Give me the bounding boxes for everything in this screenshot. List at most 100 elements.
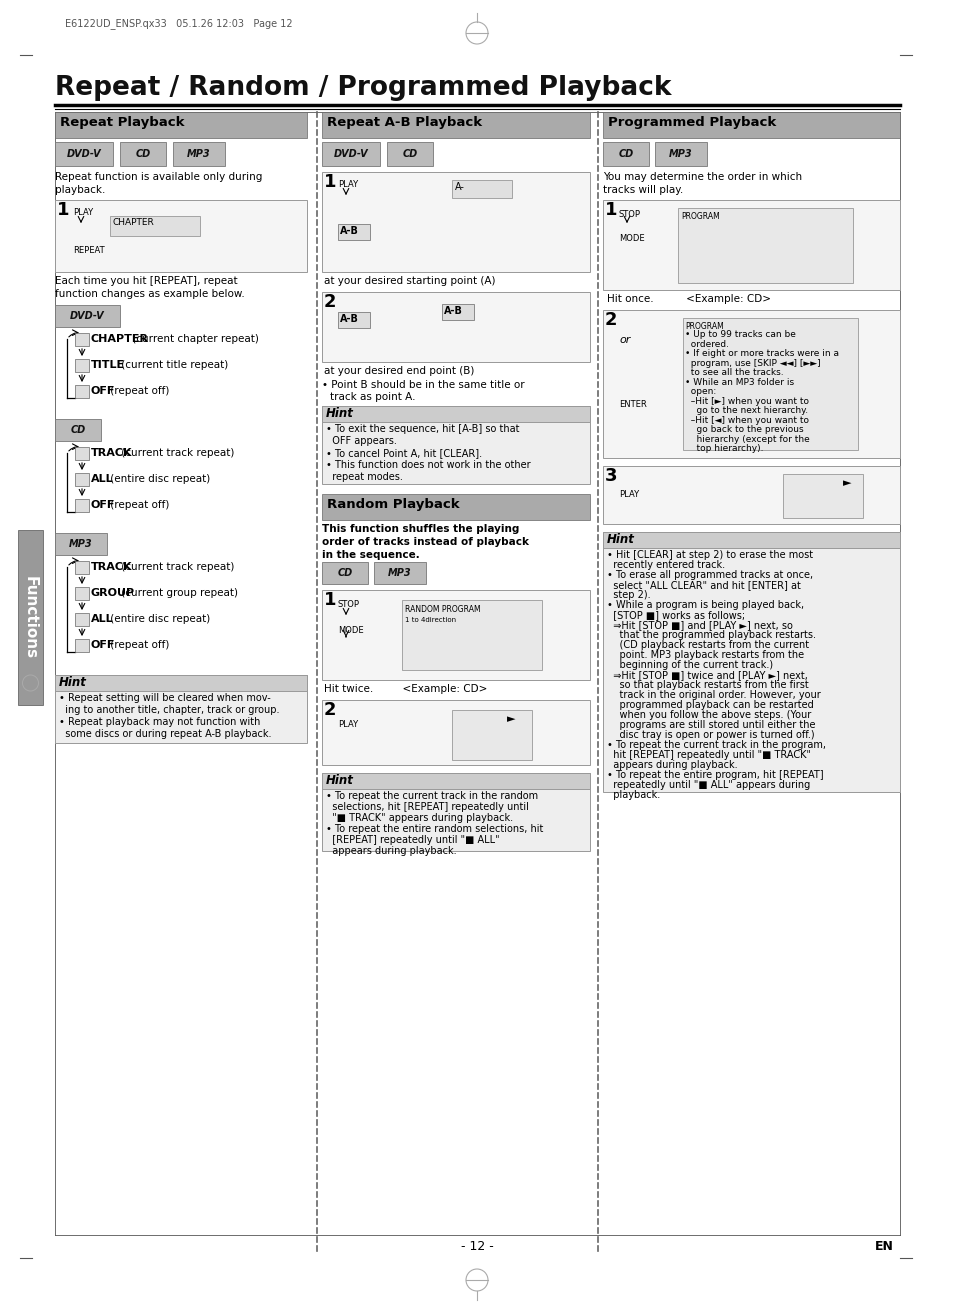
Text: Hint: Hint	[326, 408, 354, 419]
Text: (current chapter repeat): (current chapter repeat)	[130, 334, 259, 345]
Text: • To exit the sequence, hit [A-B] so that: • To exit the sequence, hit [A-B] so tha…	[326, 423, 519, 434]
Text: point. MP3 playback restarts from the: point. MP3 playback restarts from the	[606, 650, 803, 660]
Text: to see all the tracks.: to see all the tracks.	[684, 368, 782, 377]
Bar	[322, 773, 589, 789]
Bar	[110, 216, 200, 235]
Text: CD: CD	[337, 568, 353, 579]
Text: top hierarchy).: top hierarchy).	[684, 444, 762, 452]
Text: –Hit [►] when you want to: –Hit [►] when you want to	[684, 397, 808, 405]
Text: Hint: Hint	[59, 676, 87, 689]
Text: Repeat / Random / Programmed Playback: Repeat / Random / Programmed Playback	[55, 75, 671, 101]
Bar	[120, 142, 166, 166]
Text: or: or	[618, 335, 630, 345]
Bar	[678, 208, 852, 283]
Bar	[401, 600, 541, 671]
Text: selections, hit [REPEAT] repeatedly until: selections, hit [REPEAT] repeatedly unti…	[326, 802, 528, 811]
Text: • To repeat the current track in the random: • To repeat the current track in the ran…	[326, 792, 537, 801]
Bar	[602, 533, 899, 548]
Text: so that playback restarts from the first: so that playback restarts from the first	[606, 680, 808, 690]
Text: MP3: MP3	[70, 539, 92, 548]
Text: repeatedly until "■ ALL" appears during: repeatedly until "■ ALL" appears during	[606, 780, 809, 790]
Text: STOP: STOP	[337, 600, 359, 609]
Text: ►: ►	[506, 714, 515, 725]
Text: • To repeat the current track in the program,: • To repeat the current track in the pro…	[606, 740, 825, 750]
Text: A-B: A-B	[339, 314, 358, 323]
Text: hit [REPEAT] repeatedly until "■ TRACK": hit [REPEAT] repeatedly until "■ TRACK"	[606, 750, 810, 760]
Text: Repeat Playback: Repeat Playback	[60, 116, 184, 129]
Text: DVD-V: DVD-V	[67, 149, 101, 159]
Text: Random Playback: Random Playback	[327, 498, 459, 512]
Bar	[602, 200, 899, 291]
Text: hierarchy (except for the: hierarchy (except for the	[684, 434, 809, 443]
Text: beginning of the current track.): beginning of the current track.)	[606, 660, 772, 671]
Text: You may determine the order in which: You may determine the order in which	[602, 172, 801, 181]
Bar	[55, 675, 307, 743]
Bar	[452, 710, 532, 760]
Text: Programmed Playback: Programmed Playback	[607, 116, 776, 129]
Text: • Hit [CLEAR] at step 2) to erase the most: • Hit [CLEAR] at step 2) to erase the mo…	[606, 550, 812, 560]
Text: • If eight or more tracks were in a: • If eight or more tracks were in a	[684, 348, 838, 358]
Text: (current track repeat): (current track repeat)	[118, 562, 234, 572]
Bar	[602, 533, 899, 792]
Text: (current track repeat): (current track repeat)	[118, 448, 234, 458]
Bar	[75, 562, 89, 575]
Bar	[322, 562, 368, 584]
Bar	[322, 700, 589, 765]
Text: • Repeat setting will be cleared when mov-: • Repeat setting will be cleared when mo…	[59, 693, 271, 704]
Text: OFF: OFF	[91, 500, 115, 510]
Text: disc tray is open or power is turned off.): disc tray is open or power is turned off…	[606, 730, 814, 740]
Text: • To erase all programmed tracks at once,: • To erase all programmed tracks at once…	[606, 569, 812, 580]
Text: Repeat A-B Playback: Repeat A-B Playback	[327, 116, 481, 129]
Text: recently entered track.: recently entered track.	[606, 560, 724, 569]
Text: 1: 1	[324, 174, 336, 191]
Text: playback.: playback.	[55, 185, 105, 195]
Text: program, use [SKIP ◄◄] [►►]: program, use [SKIP ◄◄] [►►]	[684, 359, 820, 367]
Text: programmed playback can be restarted: programmed playback can be restarted	[606, 700, 813, 710]
Bar	[602, 112, 899, 138]
Bar	[337, 312, 370, 327]
Bar	[655, 142, 706, 166]
Text: • Up to 99 tracks can be: • Up to 99 tracks can be	[684, 330, 795, 339]
Text: 2: 2	[604, 312, 617, 329]
Text: • To cancel Point A, hit [CLEAR].: • To cancel Point A, hit [CLEAR].	[326, 448, 481, 458]
Text: A-B: A-B	[443, 306, 462, 316]
Text: that the programmed playback restarts.: that the programmed playback restarts.	[606, 630, 815, 640]
Text: order of tracks instead of playback: order of tracks instead of playback	[322, 537, 529, 547]
Text: (repeat off): (repeat off)	[108, 500, 170, 510]
Bar	[322, 406, 589, 484]
Text: ⇒Hit [STOP ■] and [PLAY ►] next, so: ⇒Hit [STOP ■] and [PLAY ►] next, so	[606, 619, 792, 630]
Text: appears during playback.: appears during playback.	[326, 846, 456, 856]
Text: go back to the previous: go back to the previous	[684, 425, 802, 434]
Text: 1: 1	[324, 590, 336, 609]
Bar	[55, 200, 307, 272]
Text: (repeat off): (repeat off)	[108, 387, 170, 396]
Text: This function shuffles the playing: This function shuffles the playing	[322, 523, 518, 534]
Bar	[55, 305, 120, 327]
Text: function changes as example below.: function changes as example below.	[55, 289, 245, 299]
Text: A-B: A-B	[339, 226, 358, 235]
Bar	[322, 142, 379, 166]
Text: • While a program is being played back,: • While a program is being played back,	[606, 600, 803, 610]
Bar	[602, 466, 899, 523]
Text: playback.: playback.	[606, 790, 659, 800]
Bar	[682, 318, 857, 450]
Bar	[782, 473, 862, 518]
Text: 2: 2	[324, 701, 336, 719]
Text: at your desired starting point (A): at your desired starting point (A)	[324, 276, 495, 285]
Text: A-: A-	[455, 181, 464, 192]
Text: MP3: MP3	[668, 149, 692, 159]
Text: • To repeat the entire random selections, hit: • To repeat the entire random selections…	[326, 825, 543, 834]
Bar	[322, 112, 589, 138]
Text: PLAY: PLAY	[73, 208, 93, 217]
Text: "■ TRACK" appears during playback.: "■ TRACK" appears during playback.	[326, 813, 513, 823]
Text: • While an MP3 folder is: • While an MP3 folder is	[684, 377, 793, 387]
Bar	[75, 385, 89, 398]
Text: select "ALL CLEAR" and hit [ENTER] at: select "ALL CLEAR" and hit [ENTER] at	[606, 580, 800, 590]
Text: PROGRAM: PROGRAM	[684, 322, 723, 331]
Text: TRACK: TRACK	[91, 562, 132, 572]
Text: OFF: OFF	[91, 640, 115, 650]
Text: - 12 -: - 12 -	[460, 1240, 493, 1253]
Text: RANDOM PROGRAM: RANDOM PROGRAM	[405, 605, 480, 614]
Text: TRACK: TRACK	[91, 448, 132, 458]
Bar	[374, 562, 426, 584]
